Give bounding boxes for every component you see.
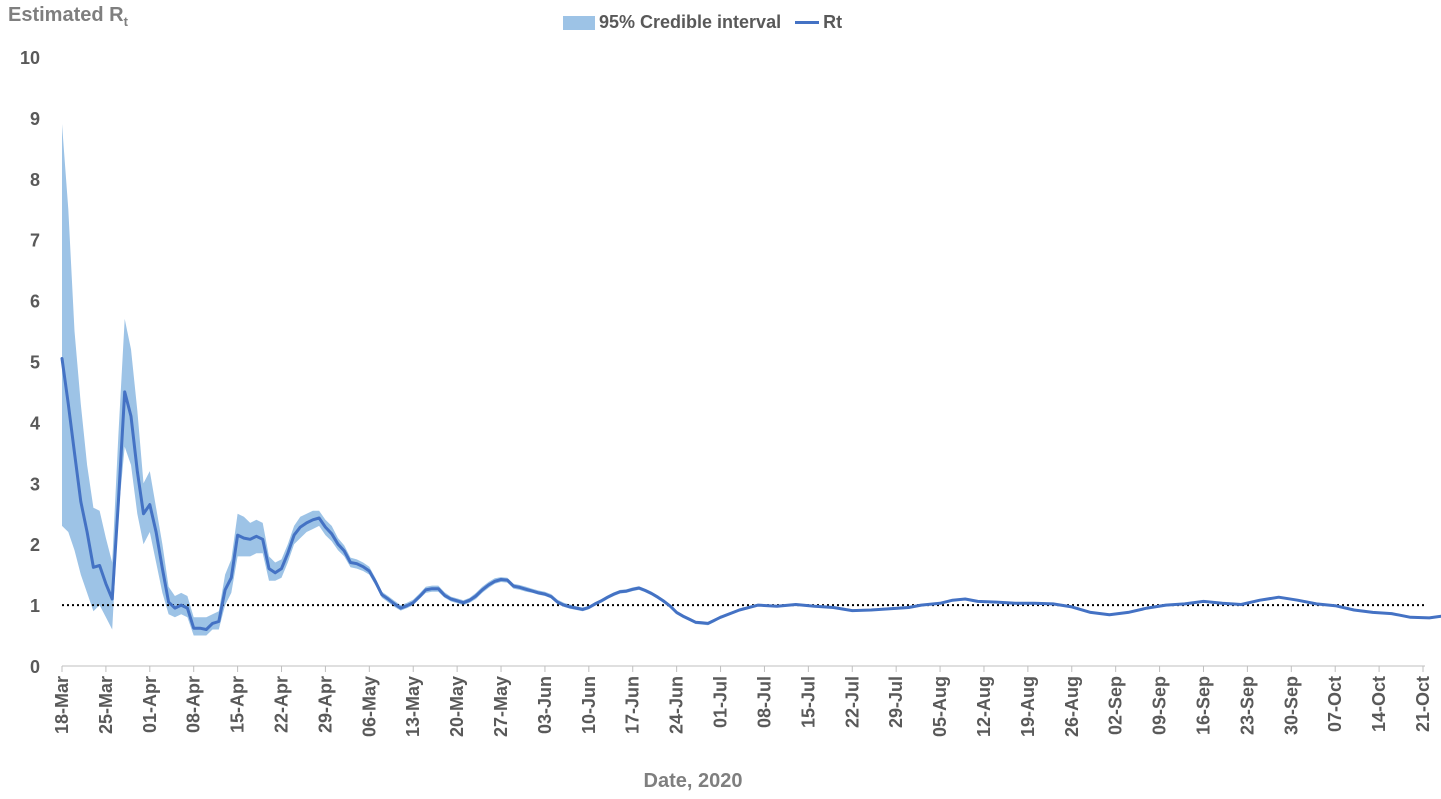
x-tick-label: 13-May <box>403 676 423 737</box>
y-tick-label: 3 <box>30 474 40 494</box>
x-axis-title: Date, 2020 <box>643 770 743 792</box>
x-tick-label: 15-Apr <box>228 676 248 733</box>
x-tick-label: 10-Jun <box>579 676 599 734</box>
y-tick-label: 7 <box>30 231 40 251</box>
x-tick-label: 20-May <box>447 676 467 737</box>
legend-item-rt: Rt <box>795 12 842 33</box>
x-tick-label: 05-Aug <box>930 676 950 737</box>
x-tick-label: 03-Jun <box>535 676 555 734</box>
x-tick-label: 22-Apr <box>272 676 292 733</box>
legend-label-credible-interval: 95% Credible interval <box>599 12 782 32</box>
x-tick-label: 24-Jun <box>667 676 687 734</box>
x-tick-label: 14-Oct <box>1369 676 1389 732</box>
legend-swatch-line <box>795 21 820 24</box>
x-tick-label: 08-Apr <box>184 676 204 733</box>
x-tick-label: 16-Sep <box>1194 676 1214 735</box>
x-tick-label: 17-Jun <box>623 676 643 734</box>
x-tick-label: 30-Sep <box>1281 676 1301 735</box>
x-tick-label: 29-Jul <box>886 676 906 728</box>
legend: 95% Credible interval Rt <box>563 12 856 33</box>
y-tick-label: 9 <box>30 109 40 129</box>
axis-layer: 0 1 2 3 4 5 6 7 8 9 10 18-Mar 25-Mar 01-Apr 08-Apr 15-A… <box>20 48 1433 737</box>
x-tick-label: 18-Mar <box>52 676 72 734</box>
x-tick-label: 23-Sep <box>1237 676 1257 735</box>
x-tick-label: 02-Sep <box>1106 676 1126 735</box>
x-tick-label: 01-Apr <box>140 676 160 733</box>
legend-swatch-band <box>563 15 595 30</box>
y-axis-title: Estimated Rt <box>8 4 128 29</box>
x-tick-label: 25-Mar <box>96 676 116 734</box>
x-tick-label: 27-May <box>491 676 511 737</box>
y-tick-label: 5 <box>30 353 40 373</box>
x-tick-label: 06-May <box>359 676 379 737</box>
x-tick-label: 21-Oct <box>1413 676 1433 732</box>
rt-line <box>60 357 1441 631</box>
legend-item-credible-interval: 95% Credible interval <box>563 12 781 33</box>
x-tick-label: 15-Jul <box>798 676 818 728</box>
y-tick-label: 10 <box>20 48 40 68</box>
x-tick-label: 08-Jul <box>755 676 775 728</box>
x-tick-label: 22-Jul <box>842 676 862 728</box>
legend-label-rt: Rt <box>823 12 843 32</box>
x-tick-label: 26-Aug <box>1062 676 1082 737</box>
rt-line-layer <box>60 357 1441 631</box>
y-tick-label: 4 <box>30 413 40 433</box>
y-tick-label: 6 <box>30 292 40 312</box>
x-tick-label: 01-Jul <box>711 676 731 728</box>
x-tick-label: 09-Sep <box>1150 676 1170 735</box>
x-tick-label: 12-Aug <box>974 676 994 737</box>
y-tick-label: 1 <box>30 596 40 616</box>
y-tick-label: 0 <box>30 657 40 677</box>
x-tick-label: 19-Aug <box>1018 676 1038 737</box>
x-tick-label: 29-Apr <box>315 676 335 733</box>
x-tick-label: 07-Oct <box>1325 676 1345 732</box>
y-tick-label: 2 <box>30 535 40 555</box>
y-tick-label: 8 <box>30 170 40 190</box>
